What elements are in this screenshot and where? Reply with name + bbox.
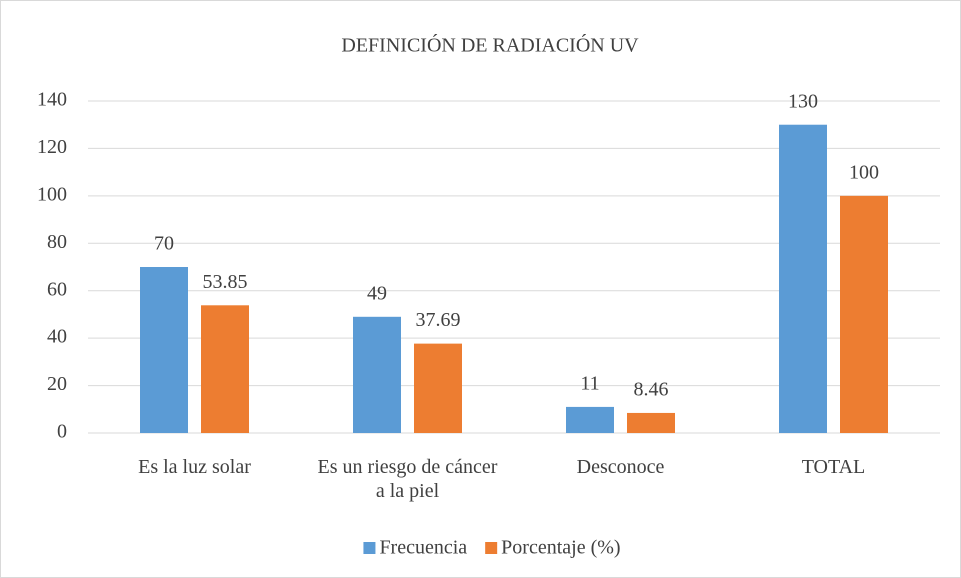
bar <box>414 343 462 433</box>
y-tick-label: 100 <box>37 183 67 205</box>
bar <box>840 195 888 433</box>
bar <box>353 316 401 433</box>
data-label: 53.85 <box>203 271 248 293</box>
y-tick-label: 140 <box>37 89 67 111</box>
y-tick-label: 0 <box>57 421 67 443</box>
data-label: 37.69 <box>416 309 461 331</box>
bar <box>140 267 188 433</box>
legend-label: Porcentaje (%) <box>501 537 620 559</box>
legend-label: Frecuencia <box>379 537 467 559</box>
legend-swatch <box>485 542 498 554</box>
y-tick-label: 20 <box>47 373 67 395</box>
data-label: 49 <box>367 282 387 304</box>
y-tick-label: 60 <box>47 278 67 300</box>
bar <box>201 305 249 433</box>
bar <box>566 406 614 433</box>
y-tick-label: 80 <box>47 231 67 253</box>
chart-title: DEFINICIÓN DE RADIACIÓN UV <box>341 33 639 57</box>
data-label: 8.46 <box>634 379 669 401</box>
data-label: 100 <box>849 161 879 183</box>
x-tick-label: Es la luz solar <box>138 456 251 478</box>
x-tick-label: Es un riesgo de cáncer a la piel <box>317 456 498 502</box>
bar <box>627 412 675 433</box>
x-tick-label: TOTAL <box>801 456 866 478</box>
data-label: 70 <box>154 233 174 255</box>
y-tick-label: 120 <box>37 136 67 158</box>
x-tick-label: Desconoce <box>576 456 665 478</box>
bar <box>779 124 827 433</box>
legend-swatch <box>363 542 376 554</box>
data-label: 130 <box>788 90 818 112</box>
y-tick-label: 40 <box>47 326 67 348</box>
data-label: 11 <box>580 373 599 395</box>
